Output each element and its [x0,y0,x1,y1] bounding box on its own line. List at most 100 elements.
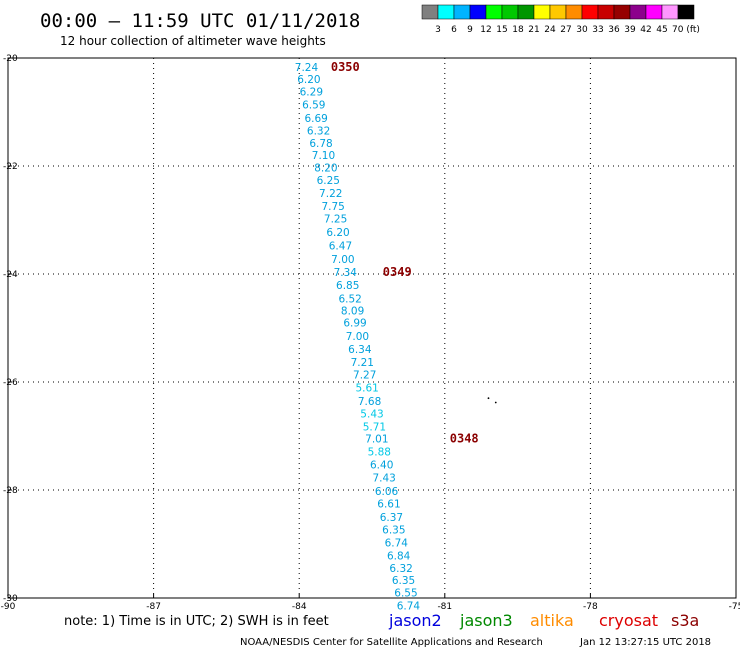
swh-value-label: 7.22 [319,188,342,200]
swh-value-label: 6.99 [343,318,366,330]
color-swatch [613,4,631,20]
y-tick-label: -24 [3,270,18,280]
swh-value-label: 6.06 [375,486,399,498]
x-tick-label: -81 [437,602,452,612]
satellite-jason2: jason2 [388,611,442,630]
color-swatch [533,4,551,20]
swh-value-label: 6.74 [397,601,421,613]
swh-value-label: 7.00 [331,254,354,266]
swh-value-label: 6.78 [309,138,332,150]
color-scale-label: 24 [544,25,556,35]
color-scale-label: 30 [576,25,588,35]
pass-number-label: 0348 [450,432,479,446]
x-axis-ticks: -90 -87 -84 -81 -78 -75 [1,594,740,612]
swh-value-label: 6.35 [392,575,415,587]
x-tick-label: -75 [729,602,740,612]
data-mark [494,401,497,404]
swh-value-label: 6.20 [326,227,349,239]
color-scale-label: 70 (ft) [672,25,700,35]
y-tick-label: -28 [3,486,18,496]
footer-credit: NOAA/NESDIS Center for Satellite Applica… [240,637,543,648]
color-swatch [581,4,599,20]
satellite-jason3: jason3 [459,611,513,630]
swh-value-label: 5.71 [363,421,386,433]
color-scale-label: 3 [435,25,441,35]
y-tick-label: -26 [3,378,18,388]
swh-value-label: 6.55 [394,588,417,600]
color-swatch [485,4,503,20]
satellite-cryosat: cryosat [599,611,658,630]
color-scale-label: 33 [592,25,603,35]
swh-value-label: 8.20 [314,163,337,175]
pass-number-label: 0350 [331,60,360,74]
swh-value-label: 6.40 [370,460,393,472]
color-scale-label: 21 [528,25,539,35]
y-axis-ticks: -20 -22 -24 -26 -28 -30 [3,54,18,604]
satellite-s3a: s3a [671,611,699,630]
plot-frame [7,57,737,599]
pass-number-label: 0349 [383,265,412,279]
color-scale-label: 42 [640,25,651,35]
color-scale-label: 36 [608,25,620,35]
color-scale-legend: 3 6 9 12 15 18 21 24 27 30 33 36 39 42 45 70 (ft) [421,4,700,35]
swh-value-label: 6.20 [297,74,320,86]
chart-title: 00:00 – 11:59 UTC 01/11/2018 [40,10,360,32]
color-scale-label: 6 [451,25,457,35]
color-scale-label: 27 [560,25,571,35]
color-swatch [645,4,663,20]
swh-value-label: 7.43 [372,473,395,485]
x-tick-label: -78 [583,602,598,612]
swh-value-label: 6.85 [336,280,359,292]
swh-value-label: 6.35 [382,524,405,536]
swh-value-label: 6.29 [300,86,323,98]
swh-value-label: 5.61 [355,382,378,394]
grid-lines [8,58,736,598]
x-tick-label: -87 [146,602,161,612]
data-points: 7.246.206.296.596.696.326.787.108.206.25… [295,62,497,613]
footer-note: note: 1) Time is in UTC; 2) SWH is in fe… [64,614,329,629]
satellite-legend: jason2 jason3 altika cryosat s3a [388,611,699,630]
swh-value-label: 7.75 [321,201,344,213]
color-swatch [629,4,647,20]
swh-value-label: 6.52 [338,293,361,305]
color-scale-label: 39 [624,25,636,35]
footer-timestamp: Jan 12 13:27:15 UTC 2018 [579,637,711,648]
color-scale-label: 45 [656,25,667,35]
swh-value-label: 6.61 [377,499,400,511]
y-tick-label: -20 [3,54,18,64]
color-swatch [597,4,615,20]
plot-area: -20 -22 -24 -26 -28 -30 -90 -87 -84 -81 -78 -75 7.… [1,54,740,613]
swh-value-label: 6.84 [387,550,411,562]
swh-value-label: 6.32 [389,563,412,575]
color-swatch [549,4,567,20]
swh-value-label: 6.32 [307,125,330,137]
color-scale-label: 15 [496,25,507,35]
swh-value-label: 7.10 [312,150,335,162]
color-swatch [565,4,583,20]
chart-subtitle: 12 hour collection of altimeter wave hei… [60,34,326,48]
color-swatch [453,4,471,20]
swh-value-label: 5.43 [360,408,383,420]
data-mark [487,397,490,400]
swh-value-label: 7.25 [324,213,347,225]
color-swatch [437,4,455,20]
swh-value-label: 6.47 [329,240,352,252]
y-tick-label: -30 [3,594,18,604]
swh-value-label: 6.37 [380,512,403,524]
color-scale-label: 12 [480,25,491,35]
color-swatch [501,4,519,20]
color-scale-label: 9 [467,25,473,35]
color-swatch [421,4,439,20]
color-swatch [677,4,695,20]
swh-value-label: 6.34 [348,344,372,356]
swh-value-label: 7.27 [353,369,376,381]
swh-value-label: 7.00 [346,331,369,343]
swh-value-label: 7.24 [295,62,319,74]
swh-value-label: 6.59 [302,99,325,111]
color-swatch [661,4,679,20]
swh-value-label: 8.09 [341,306,364,318]
swh-value-label: 5.88 [368,447,391,459]
swh-value-label: 7.68 [358,396,381,408]
swh-value-label: 6.69 [304,113,327,125]
